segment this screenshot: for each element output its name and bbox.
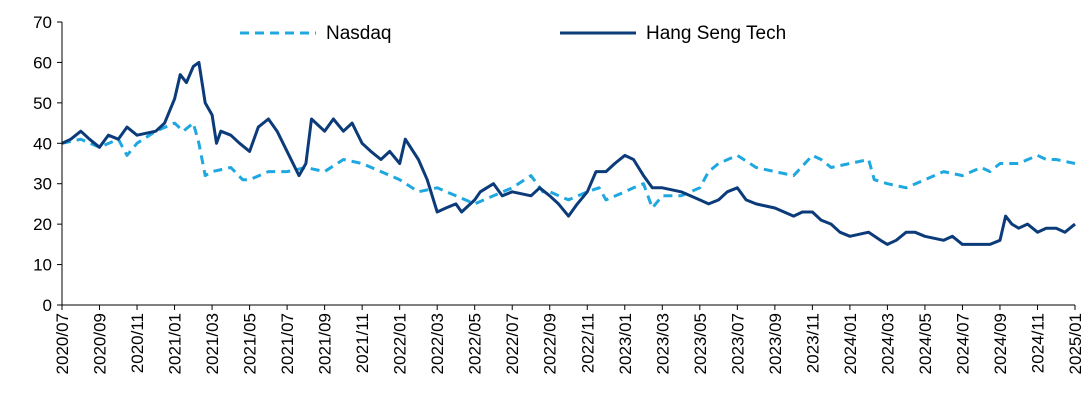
- x-tick-label: 2020/11: [128, 313, 147, 373]
- series-line-hang-seng-tech: [61, 60, 1076, 246]
- x-tick-label: 2021/01: [166, 313, 185, 374]
- x-tick-label: 2024/07: [953, 313, 972, 374]
- x-tick-label: 2021/05: [241, 313, 260, 374]
- x-tick-label: 2023/11: [803, 313, 822, 373]
- x-tick-label: 2024/05: [916, 313, 935, 374]
- x-tick-label: 2024/09: [991, 313, 1010, 374]
- y-tick-label: 40: [33, 134, 52, 153]
- legend-label: Hang Seng Tech: [646, 23, 786, 44]
- x-tick-label: 2023/03: [653, 313, 672, 374]
- axes: 0 10 20 30 40 50 60 70 2020/07 2020/09 2020/11 2021…: [33, 13, 1085, 374]
- x-tick-label: 2020/09: [91, 313, 110, 374]
- y-tick-label: 20: [33, 215, 52, 234]
- y-tick-label: 50: [33, 94, 52, 113]
- x-tick-label: 2022/11: [578, 313, 597, 373]
- x-tick-label: 2022/01: [391, 313, 410, 374]
- y-tick-label: 10: [33, 256, 52, 275]
- x-tick-label: 2023/05: [691, 313, 710, 374]
- x-tick-label: 2024/01: [841, 313, 860, 374]
- x-tick-label: 2024/03: [878, 313, 897, 374]
- x-tick-label: 2021/09: [316, 313, 335, 374]
- x-tick-label: 2022/03: [428, 313, 447, 374]
- x-tick-label: 2024/11: [1028, 313, 1047, 373]
- x-tick-label: 2021/07: [278, 313, 297, 374]
- series-line-nasdaq: [61, 121, 1076, 210]
- plot-area: [61, 60, 1076, 246]
- y-tick-label: 0: [43, 296, 52, 315]
- y-tick-label: 30: [33, 175, 52, 194]
- x-tick-label: 2023/07: [728, 313, 747, 374]
- x-tick-label: 2021/11: [353, 313, 372, 373]
- legend: Nasdaq Hang Seng Tech: [240, 23, 786, 44]
- x-tick-label: 2022/05: [466, 313, 485, 374]
- x-tick-label: 2022/09: [541, 313, 560, 374]
- y-tick-label: 70: [33, 13, 52, 32]
- y-tick-label: 60: [33, 53, 52, 72]
- x-tick-label: 2025/01: [1066, 313, 1085, 374]
- x-tick-label: 2023/01: [616, 313, 635, 374]
- x-tick-label: 2021/03: [203, 313, 222, 374]
- x-tick-label: 2023/09: [766, 313, 785, 374]
- x-tick-label: 2022/07: [503, 313, 522, 374]
- x-tick-label: 2020/07: [53, 313, 72, 374]
- legend-label: Nasdaq: [326, 23, 392, 44]
